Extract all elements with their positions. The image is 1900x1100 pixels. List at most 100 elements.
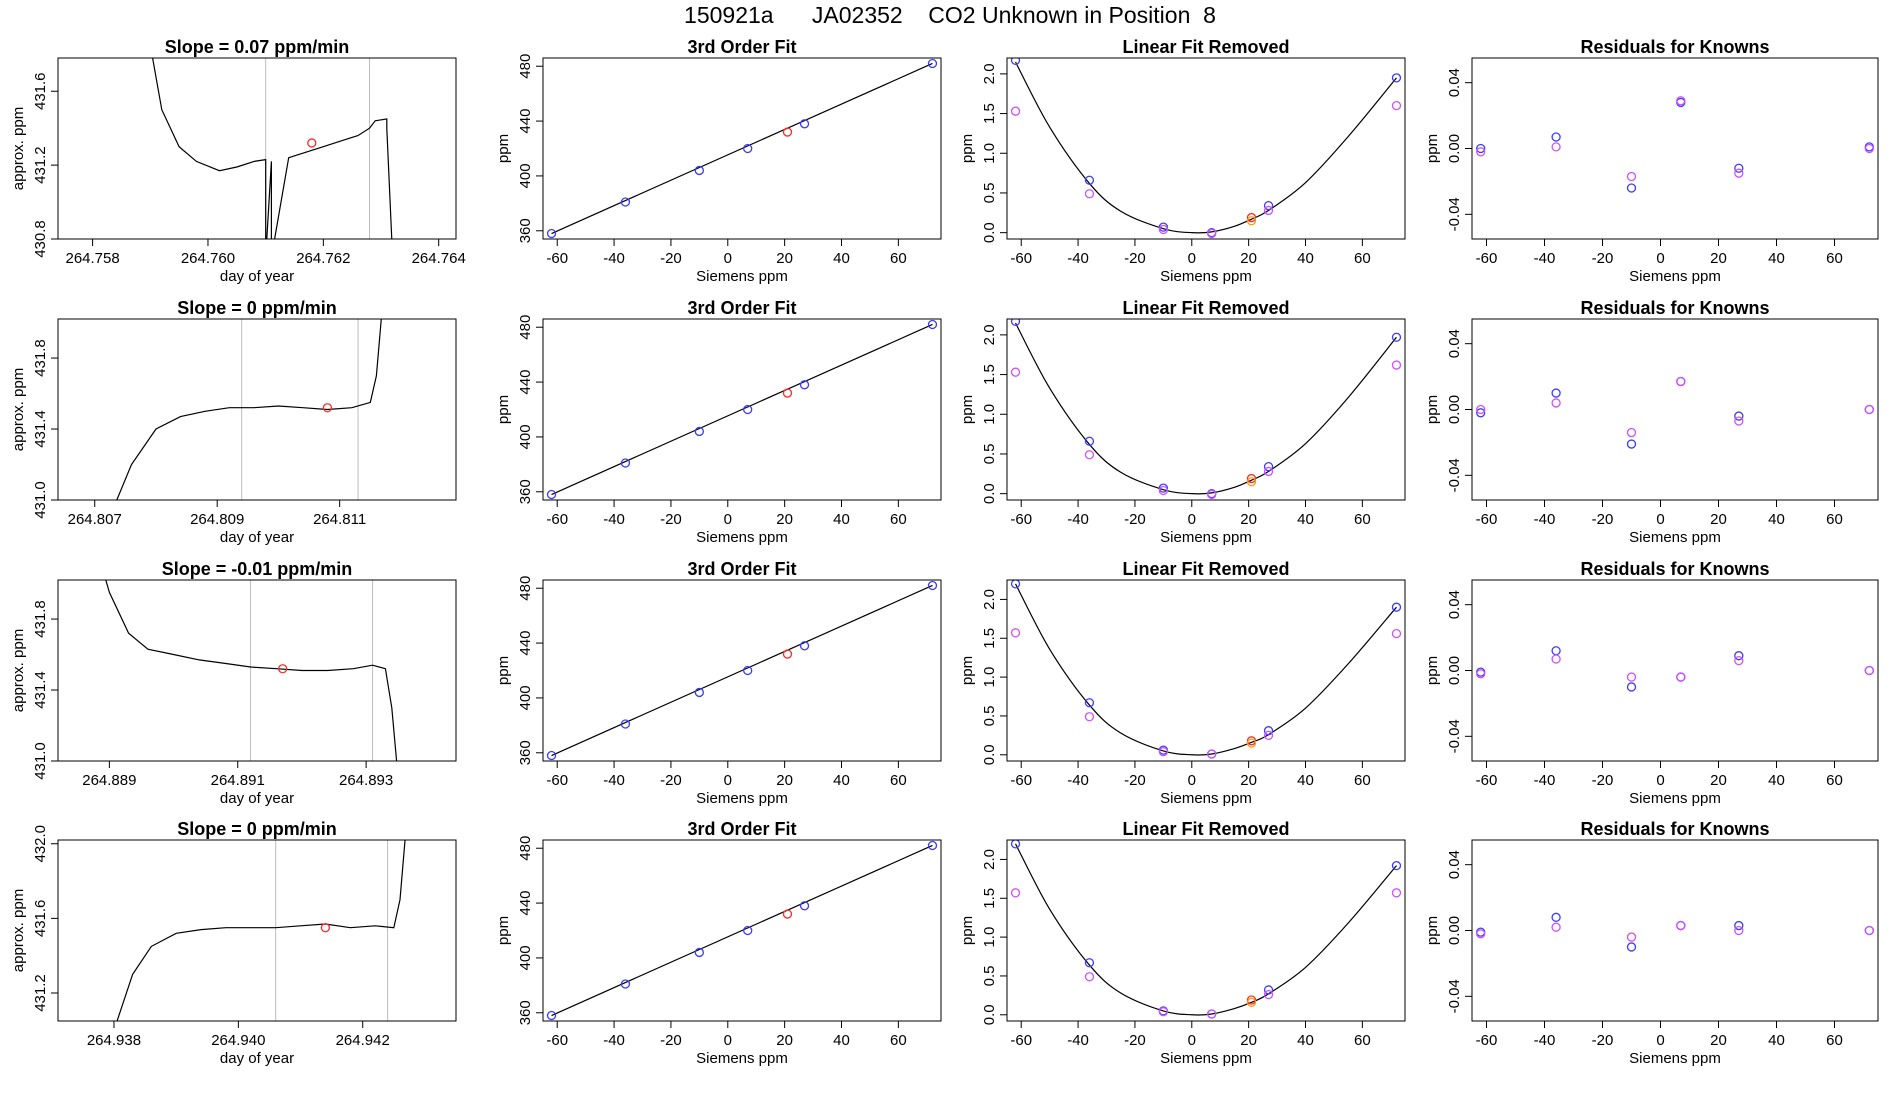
panel-r1-lin: Linear Fit Removed -60 -40 -20 0 20 40 60 Siemen… (959, 37, 1406, 285)
data-point (1246, 212, 1257, 223)
x-tick-label: 20 (1240, 511, 1257, 528)
data-point (1734, 163, 1744, 173)
plot-frame (542, 579, 942, 762)
data-point (694, 687, 705, 698)
x-tick-label: 20 (776, 772, 793, 789)
data-point (1084, 450, 1095, 460)
y-tick-label: 360 (517, 1000, 534, 1025)
x-tick-label: -40 (1067, 772, 1089, 789)
x-tick-label: 60 (1826, 511, 1843, 528)
data-point (1626, 183, 1637, 193)
y-tick-label: 431.2 (32, 974, 49, 1012)
y-tick-label: 0.00 (1446, 656, 1463, 685)
data-point (1207, 749, 1217, 759)
x-tick-label: -40 (1534, 772, 1556, 789)
data-point (1246, 216, 1257, 226)
y-axis-label: ppm (1424, 395, 1441, 424)
data-point (1551, 132, 1561, 142)
sample-marker (278, 664, 288, 674)
quadratic-curve (1014, 322, 1397, 495)
plot-area (1010, 58, 1402, 239)
plot-frame (57, 57, 457, 240)
x-tick-label: 40 (1297, 772, 1314, 789)
data-point (1676, 920, 1686, 931)
y-tick-label: 360 (517, 218, 534, 243)
data-point (1551, 912, 1561, 922)
data-point (1158, 222, 1169, 232)
y-tick-label: 0.04 (1446, 590, 1463, 619)
data-point (546, 489, 557, 500)
x-axis-label: Siemens ppm (696, 790, 788, 807)
data-point (1626, 427, 1637, 438)
plot-frame (542, 57, 942, 240)
y-tick-label: 0.04 (1446, 329, 1463, 358)
x-axis-label: Siemens ppm (696, 1050, 788, 1067)
x-tick-label: 0 (1188, 250, 1196, 267)
y-tick-label: 431.8 (32, 339, 49, 377)
x-tick-label: 40 (1297, 250, 1314, 267)
data-point (546, 228, 557, 239)
data-point (1864, 404, 1874, 415)
y-tick-label: 0.5 (981, 183, 998, 204)
x-tick-label: 0 (724, 511, 732, 528)
y-tick-label: 1.0 (981, 927, 998, 948)
x-tick-label: -60 (546, 511, 568, 528)
x-tick-label: 60 (1354, 511, 1371, 528)
data-point (1010, 580, 1021, 589)
panel-r1-trace: Slope = 0.07 ppm/min 264.758 264.760 264.76… (10, 37, 466, 285)
panel-r3-fit: 3rd Order Fit -60 -40 -20 0 20 40 60 Siemens ppm… (495, 559, 942, 807)
x-tick-label: 20 (1710, 772, 1727, 789)
data-point (743, 925, 753, 936)
y-tick-label: 1.0 (981, 667, 998, 688)
plot-frame (57, 579, 457, 762)
data-point (1551, 922, 1561, 932)
x-axis-label: day of year (220, 1050, 294, 1067)
data-point (1391, 73, 1402, 83)
x-tick-label: 0 (1656, 772, 1664, 789)
x-tick-label: 0 (1188, 511, 1196, 528)
x-tick-label: -40 (1067, 1032, 1089, 1049)
plot-area (546, 319, 938, 500)
x-tick-label: 20 (776, 250, 793, 267)
plot-area (546, 840, 938, 1021)
data-point (1207, 489, 1217, 500)
x-tick-label: 264.893 (339, 772, 393, 789)
y-tick-label: 480 (517, 315, 534, 340)
plot-area (1476, 96, 1874, 193)
data-point (1010, 106, 1021, 116)
data-point (546, 1010, 557, 1021)
x-axis-label: day of year (220, 790, 294, 807)
y-tick-label: 2.0 (981, 324, 998, 345)
data-point (1391, 628, 1402, 639)
data-point (1626, 932, 1637, 942)
data-point (1246, 473, 1257, 484)
x-tick-label: 0 (1656, 1032, 1664, 1049)
data-point (1246, 738, 1257, 748)
y-axis-label: ppm (959, 656, 976, 685)
x-tick-label: -20 (1592, 772, 1614, 789)
x-tick-label: 264.889 (82, 772, 136, 789)
data-point (1551, 398, 1561, 408)
data-point (694, 165, 705, 176)
y-tick-label: 400 (517, 685, 534, 710)
plot-frame (1006, 839, 1406, 1022)
plot-frame (1006, 57, 1406, 240)
x-tick-label: 20 (1240, 1032, 1257, 1049)
data-point (1391, 360, 1402, 370)
panel-r3-trace: Slope = -0.01 ppm/min 264.889 264.891 264.8… (10, 559, 457, 807)
x-axis-label: Siemens ppm (696, 529, 788, 546)
chart-title: 3rd Order Fit (687, 559, 796, 579)
x-tick-label: -40 (1067, 511, 1089, 528)
data-point (1158, 1007, 1169, 1017)
data-point (694, 426, 705, 437)
y-tick-label: 0.00 (1446, 395, 1463, 424)
plot-area (116, 840, 406, 1021)
y-tick-label: 480 (517, 836, 534, 861)
x-tick-label: -40 (603, 1032, 625, 1049)
panel-r3-lin: Linear Fit Removed -60 -40 -20 0 20 40 60 Siemen… (959, 559, 1406, 807)
x-tick-label: 60 (1354, 1032, 1371, 1049)
y-tick-label: -0.04 (1446, 197, 1463, 231)
x-tick-label: 40 (833, 772, 850, 789)
sample-marker (307, 138, 317, 148)
